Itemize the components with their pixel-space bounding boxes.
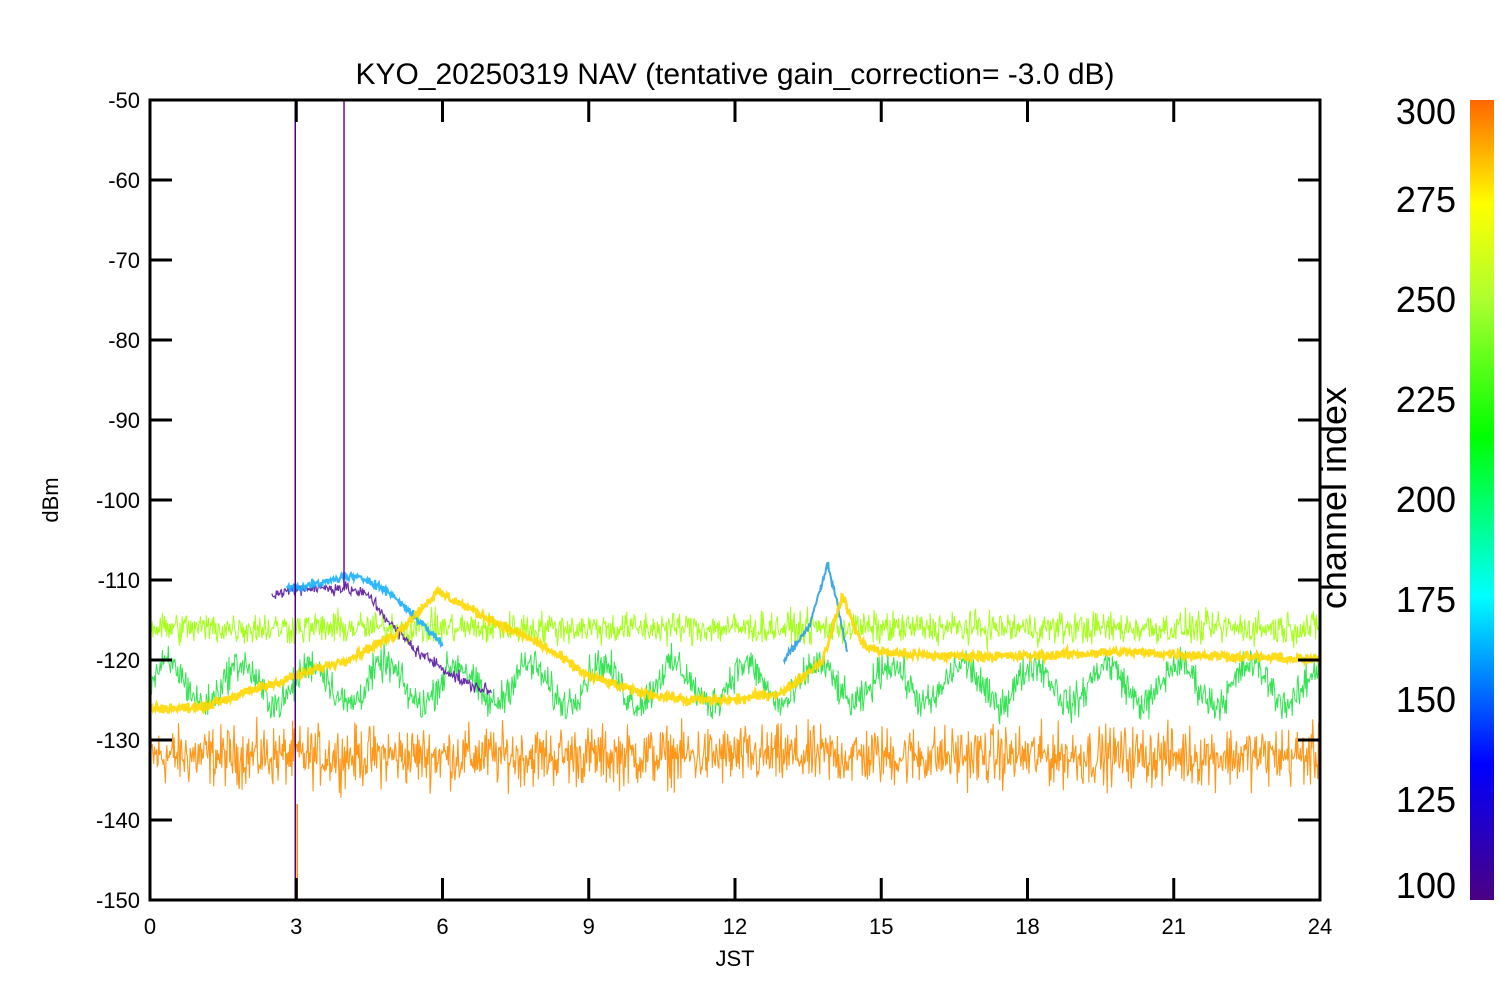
x-tick-label: 24 <box>1308 914 1332 939</box>
y-tick-label: -70 <box>108 248 140 273</box>
x-tick-label: 9 <box>583 914 595 939</box>
y-tick-label: -50 <box>108 88 140 113</box>
x-tick-label: 15 <box>869 914 893 939</box>
y-tick-label: -60 <box>108 168 140 193</box>
series-line-ch170 <box>285 570 444 649</box>
y-tick-label: -150 <box>96 888 140 913</box>
x-tick-label: 18 <box>1015 914 1039 939</box>
y-axis-label: dBm <box>38 477 63 522</box>
series-line-ch275 <box>150 585 1320 715</box>
x-tick-label: 12 <box>723 914 747 939</box>
x-tick-label: 0 <box>144 914 156 939</box>
y-tick-label: -110 <box>98 568 140 593</box>
plot-frame <box>148 98 1322 902</box>
x-tick-label: 3 <box>290 914 302 939</box>
colorbar-ticks: 100 125 150 175 200 225 250 275 300 <box>1396 91 1456 906</box>
colorbar-tick-label: 125 <box>1396 779 1456 820</box>
plot-area <box>150 100 1320 900</box>
colorbar-label: channel index <box>1313 387 1354 609</box>
y-tick-label: -80 <box>108 328 140 353</box>
colorbar-tick-label: 175 <box>1396 579 1456 620</box>
colorbar-tick-label: 100 <box>1396 865 1456 906</box>
series-line-ch165 <box>782 561 849 666</box>
x-tick-label: 6 <box>436 914 448 939</box>
chart-title: KYO_20250319 NAV (tentative gain_correct… <box>355 58 1114 91</box>
y-tick-label: -90 <box>108 408 140 433</box>
colorbar-tick-label: 200 <box>1396 479 1456 520</box>
series-line-ch290 <box>150 716 1320 798</box>
colorbar-tick-label: 250 <box>1396 279 1456 320</box>
colorbar-tick-label: 150 <box>1396 679 1456 720</box>
axis-ticks: 0 3 6 9 12 15 18 21 24 -50 -60 -70 -80 -90 -100 -110 -12… <box>96 88 1332 939</box>
y-tick-label: -100 <box>96 488 140 513</box>
series-line-ch110 <box>271 581 492 695</box>
series-line-ch225 <box>150 642 1320 725</box>
series-line-ch255 <box>150 606 1320 651</box>
x-axis-label: JST <box>715 946 754 971</box>
colorbar <box>1470 100 1494 900</box>
x-tick-label: 21 <box>1162 914 1186 939</box>
y-tick-label: -140 <box>96 808 140 833</box>
colorbar-tick-label: 225 <box>1396 379 1456 420</box>
y-tick-label: -130 <box>96 728 140 753</box>
colorbar-tick-label: 275 <box>1396 179 1456 220</box>
colorbar-tick-label: 300 <box>1396 91 1456 132</box>
y-tick-label: -120 <box>96 648 140 673</box>
